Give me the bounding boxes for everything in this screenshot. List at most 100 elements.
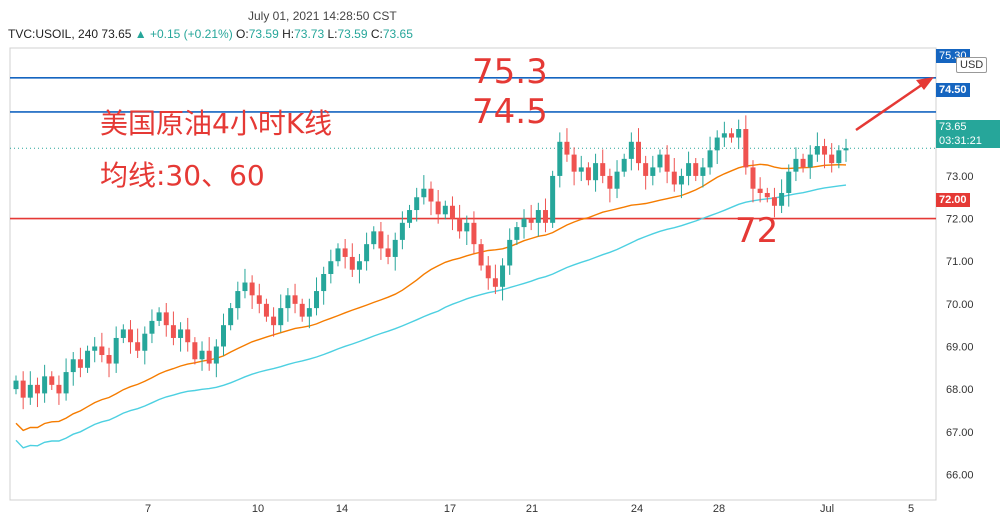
candle-body — [342, 248, 348, 257]
candle-body — [314, 291, 320, 309]
price-axis[interactable]: 66.00 67.00 68.00 69.00 70.00 71.00 72.00 73.00… — [946, 128, 974, 481]
candle-body — [414, 197, 420, 211]
candle-body — [56, 384, 62, 394]
candle-body — [643, 163, 649, 176]
arrow-head — [916, 77, 934, 90]
candle-body — [528, 218, 534, 223]
badge-price: 73.65 — [936, 120, 1000, 134]
badge-line-745: 74.50 — [936, 83, 970, 97]
x-tick-label: 10 — [252, 503, 264, 515]
candle-body — [13, 380, 19, 390]
candle-body — [242, 282, 248, 292]
candle-body — [707, 150, 713, 168]
candle-body — [77, 359, 83, 368]
low-label: L: — [327, 27, 338, 41]
candle-body — [449, 205, 455, 219]
plot-area[interactable] — [9, 47, 937, 501]
candle-body — [721, 133, 727, 138]
candle-body — [192, 342, 198, 360]
candle-body — [535, 210, 541, 223]
time-axis[interactable]: 7 10 14 17 21 24 28 Jul 5 — [145, 503, 914, 515]
candle-body — [34, 384, 40, 394]
candle-body — [614, 171, 620, 189]
candle-body — [542, 210, 548, 223]
timestamp: July 01, 2021 14:28:50 CST — [248, 9, 397, 23]
candle-body — [306, 308, 312, 317]
candle-body — [328, 261, 334, 274]
y-tick-label: 66.00 — [946, 469, 974, 481]
candle-body — [120, 329, 126, 338]
x-tick-label: Jul — [820, 503, 834, 515]
candle-body — [578, 167, 584, 172]
candle-body — [113, 337, 119, 364]
high-label: H: — [282, 27, 295, 41]
candle-body — [349, 256, 355, 270]
candle-body — [206, 350, 212, 364]
candle-body — [585, 167, 591, 181]
y-tick-label: 71.00 — [946, 256, 974, 268]
candle-body — [650, 167, 656, 176]
candles — [13, 115, 849, 410]
moving-averages — [15, 163, 847, 449]
candle-body — [764, 192, 770, 198]
y-tick-label: 68.00 — [946, 384, 974, 396]
candle-body — [607, 175, 613, 189]
candle-body — [299, 303, 305, 317]
candle-body — [478, 244, 484, 266]
y-tick-label: 72.00 — [946, 214, 974, 226]
candle-body — [49, 376, 55, 385]
badge-countdown: 03:31:21 — [936, 134, 1000, 148]
candle-body — [285, 295, 291, 309]
open-value: 73.59 — [248, 27, 279, 41]
candle-body — [271, 316, 277, 326]
candle-body — [793, 158, 799, 172]
candle-body — [564, 141, 570, 155]
candle-body — [27, 384, 33, 398]
x-tick-label: 21 — [526, 503, 538, 515]
candle-body — [428, 188, 434, 202]
candle-body — [149, 320, 155, 334]
candle-body — [822, 146, 828, 155]
arrow-line — [855, 80, 927, 132]
candle-body — [686, 163, 692, 176]
candle-body — [557, 141, 563, 176]
candle-body — [421, 188, 427, 198]
candle-body — [235, 291, 241, 309]
candle-body — [550, 175, 556, 223]
candle-body — [829, 154, 835, 164]
candle-body — [593, 163, 599, 181]
candle-body — [106, 355, 112, 364]
candle-body — [221, 325, 226, 347]
candle-body — [743, 129, 749, 168]
candle-body — [500, 265, 506, 287]
candle-body — [729, 133, 735, 138]
annotation-title: 美国原油4小时K线 — [100, 107, 333, 140]
candle-body — [249, 282, 255, 296]
candle-body — [800, 158, 806, 168]
candle-body — [399, 222, 405, 240]
symbol-label[interactable]: TVC:USOIL, 240 — [8, 27, 99, 41]
candle-body — [278, 308, 284, 326]
candle-body — [364, 244, 370, 262]
candle-body — [85, 350, 91, 368]
candle-body — [836, 150, 842, 164]
open-label: O: — [236, 27, 249, 41]
candle-body — [99, 346, 105, 356]
candle-body — [678, 175, 684, 185]
candle-body — [843, 148, 849, 151]
close-value: 73.65 — [382, 27, 413, 41]
ohlc-legend[interactable]: TVC:USOIL, 240 73.65 ▲ +0.15 (+0.21%) O:… — [8, 27, 413, 41]
last-price: 73.65 — [101, 27, 132, 41]
close-label: C: — [370, 27, 383, 41]
horizontal-lines[interactable] — [10, 77, 936, 220]
candle-body — [628, 141, 634, 159]
annotation-level-low: 72 — [735, 211, 779, 251]
candle-body — [335, 248, 341, 262]
candle-body — [170, 325, 176, 338]
candle-body — [621, 158, 627, 172]
x-tick-label: 5 — [908, 503, 914, 515]
candle-body — [156, 312, 162, 321]
currency-button[interactable]: USD — [956, 57, 988, 73]
candle-body — [693, 163, 699, 176]
